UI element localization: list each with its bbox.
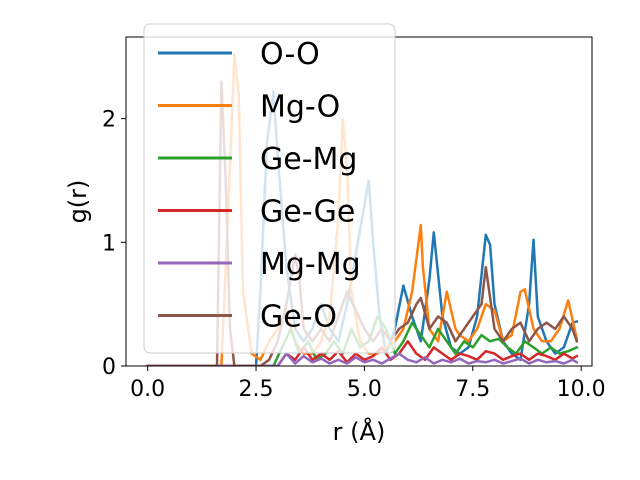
series-line-ge-ge	[146, 340, 579, 366]
y-tick-label: 0	[102, 355, 116, 380]
x-tick-label: 10.0	[557, 377, 606, 402]
axes: 0.0 2.5 5.0 7.5 10.0 0 1 2 r (Å) g(r)	[64, 36, 606, 446]
legend-entry-ge-o: Ge-O	[260, 300, 337, 335]
series-line-mg-mg	[146, 352, 579, 366]
y-axis-label: g(r)	[64, 180, 92, 224]
legend-entry-ge-mg: Ge-Mg	[260, 142, 357, 177]
legend-entry-mg-o: Mg-O	[260, 90, 340, 125]
x-tick-label: 0.0	[130, 377, 165, 402]
x-axis-label: r (Å)	[333, 417, 386, 446]
legend-entry-ge-ge: Ge-Ge	[260, 195, 355, 230]
y-tick-label: 2	[102, 108, 116, 133]
x-tick-label: 2.5	[239, 377, 274, 402]
legend-entry-o-o: O-O	[260, 37, 320, 72]
legend-entry-mg-mg: Mg-Mg	[260, 247, 361, 282]
x-tick-label: 5.0	[347, 377, 382, 402]
y-tick-label: 1	[102, 231, 116, 256]
legend: O-O Mg-O Ge-Mg Ge-Ge Mg-Mg Ge-O	[143, 23, 396, 354]
x-tick-label: 7.5	[455, 377, 490, 402]
